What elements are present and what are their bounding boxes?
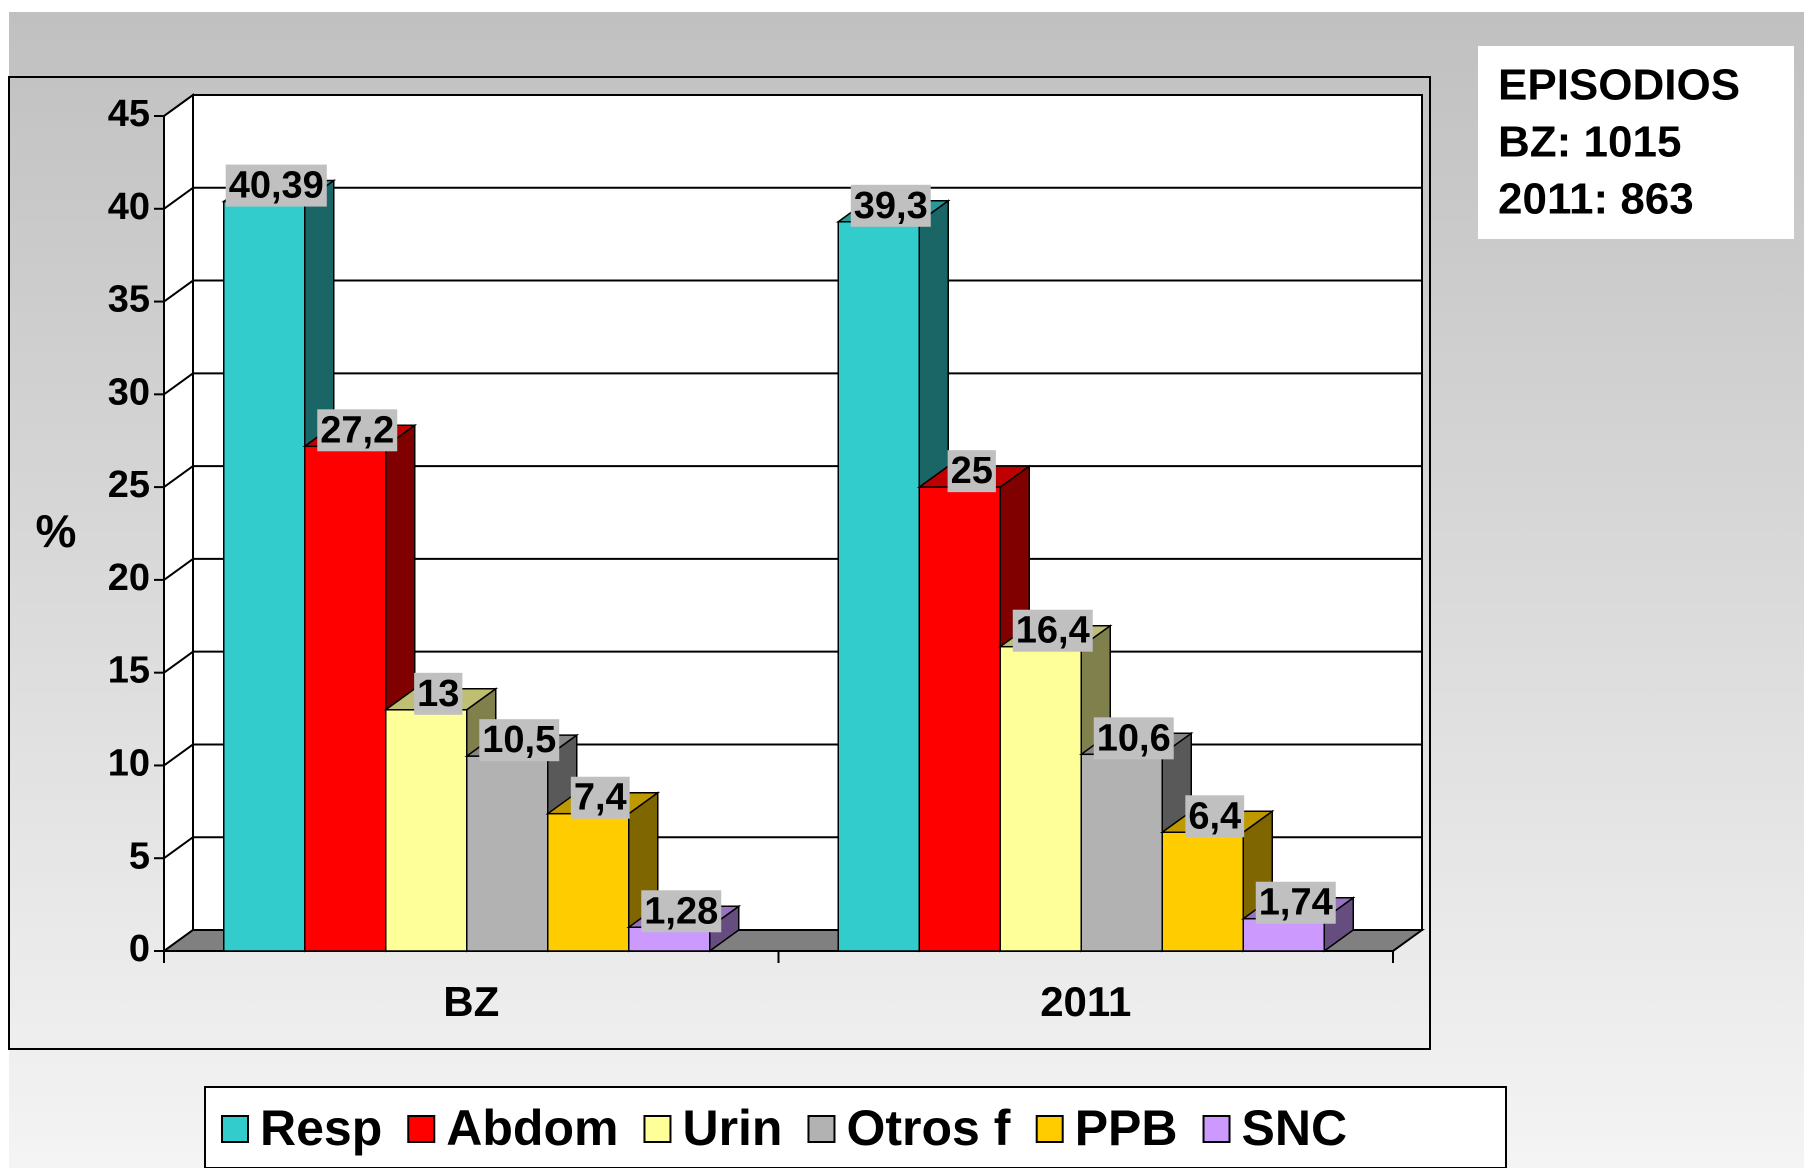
bar	[999, 645, 1082, 952]
plot-frame	[8, 76, 1431, 1050]
legend-label: PPB	[1075, 1100, 1178, 1156]
grid-line	[163, 836, 194, 860]
value-label-bg	[570, 776, 630, 819]
value-label-bg	[479, 719, 560, 762]
legend-swatch	[643, 1115, 672, 1143]
y-tick-label: 0	[129, 928, 150, 970]
legend-label: Otros f	[846, 1100, 1010, 1156]
legend	[204, 1086, 1507, 1168]
x-tick-label: 2011	[1040, 978, 1131, 1025]
legend-label: Urin	[682, 1100, 782, 1156]
value-label-bg	[1255, 881, 1336, 924]
y-axis-label: %	[36, 505, 77, 557]
bar	[304, 445, 387, 952]
annotation-box	[1478, 46, 1794, 239]
value-label-bg	[414, 672, 463, 715]
y-tick-label: 5	[129, 835, 150, 877]
grid-line	[163, 186, 194, 210]
value-label: 10,6	[1097, 717, 1171, 759]
legend-swatch	[1202, 1115, 1231, 1143]
bar	[223, 200, 306, 952]
bar	[837, 221, 920, 952]
bar	[466, 755, 549, 952]
y-tick-label: 20	[108, 557, 150, 599]
bar	[918, 486, 1001, 952]
annotation-line: BZ: 1015	[1498, 118, 1681, 167]
grid-line	[163, 279, 194, 303]
bar	[1161, 831, 1244, 952]
value-label-bg	[317, 409, 398, 452]
grid-line	[163, 558, 194, 581]
value-label-bg	[947, 450, 996, 493]
grid-line	[163, 465, 194, 488]
grid-line	[163, 650, 194, 674]
value-label: 27,2	[320, 409, 394, 451]
legend-swatch	[1035, 1115, 1064, 1143]
grid-line	[163, 372, 194, 396]
value-label: 13	[417, 673, 459, 715]
bar	[1242, 917, 1325, 952]
legend-swatch	[807, 1115, 836, 1143]
value-label-bg	[1093, 717, 1174, 760]
x-tick-label: BZ	[443, 978, 499, 1025]
value-label: 40,39	[229, 165, 324, 207]
annotation-line: EPISODIOS	[1498, 61, 1740, 110]
y-tick-label: 35	[108, 279, 150, 321]
y-tick-label: 45	[108, 93, 150, 135]
value-label: 1,74	[1259, 882, 1333, 924]
y-tick-label: 25	[108, 464, 150, 506]
value-label-bg	[225, 164, 327, 207]
annotation-line: 2011: 863	[1498, 175, 1694, 224]
grid-line	[163, 743, 194, 767]
value-label: 1,28	[644, 890, 718, 932]
legend-label: Resp	[260, 1100, 382, 1156]
value-label-bg	[641, 890, 722, 933]
value-label: 10,5	[482, 719, 556, 761]
value-label-bg	[850, 184, 931, 227]
grid-line	[163, 94, 194, 117]
y-tick-label: 30	[108, 371, 150, 413]
y-tick-label: 40	[108, 186, 150, 228]
bar	[547, 812, 630, 952]
side-wall	[163, 93, 194, 953]
legend-swatch	[221, 1115, 249, 1143]
value-label: 25	[951, 450, 993, 492]
legend-swatch	[407, 1115, 436, 1143]
legend-label: SNC	[1242, 1100, 1348, 1156]
bar	[385, 709, 468, 952]
value-label: 6,4	[1188, 795, 1241, 837]
value-label-bg	[1185, 795, 1245, 838]
value-label-bg	[1012, 609, 1093, 652]
y-tick-label: 15	[108, 650, 150, 692]
bar	[1080, 753, 1163, 952]
value-label: 7,4	[574, 777, 627, 819]
legend-label: Abdom	[446, 1100, 618, 1156]
value-label: 39,3	[854, 185, 928, 227]
value-label: 16,4	[1016, 610, 1090, 652]
y-tick-label: 10	[108, 742, 150, 784]
